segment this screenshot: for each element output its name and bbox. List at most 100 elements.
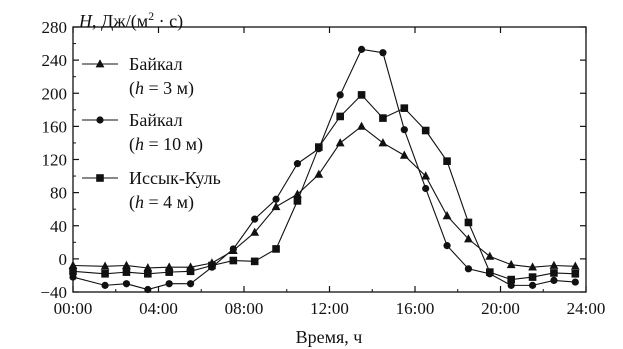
x-tick-label: 00:00 [54, 299, 93, 318]
data-point-circle [293, 160, 302, 168]
data-point-circle [122, 280, 131, 288]
x-tick-labels: 00:00 04:00 08:00 12:00 16:00 20:00 24:00 [54, 299, 606, 318]
y-axis-unit-sup: 2 [148, 9, 154, 23]
data-point-square [315, 143, 323, 151]
data-point-square [571, 269, 580, 278]
data-point-circle [272, 195, 280, 203]
data-point-circle [186, 280, 195, 288]
y-tick-label: 160 [42, 117, 68, 136]
y-tick-label: 200 [42, 84, 68, 103]
data-point-circle [96, 116, 104, 124]
data-point-square [165, 268, 173, 276]
x-tick-label: 20:00 [481, 299, 520, 318]
data-point-circle [550, 276, 558, 285]
data-point-circle [69, 273, 77, 281]
x-tick-label: 08:00 [225, 299, 264, 318]
data-point-triangle [506, 259, 516, 269]
data-point-circle [165, 280, 173, 288]
x-tick-label: 16:00 [396, 299, 435, 318]
data-point-triangle [549, 260, 559, 269]
x-axis-title: Время, ч [296, 327, 363, 347]
data-point-circle [507, 281, 515, 289]
data-point-square [336, 112, 344, 121]
data-point-circle [443, 242, 451, 250]
data-point-square [443, 157, 451, 165]
data-point-triangle [95, 59, 105, 68]
data-point-triangle [464, 234, 473, 243]
data-point-square [464, 218, 473, 227]
data-point-triangle [570, 261, 580, 270]
y-tick-label: 40 [50, 217, 67, 236]
data-point-circle [528, 281, 537, 289]
series-line [72, 125, 576, 269]
data-point-square [507, 275, 515, 284]
data-point-square [186, 267, 195, 276]
data-point-square [550, 269, 558, 277]
y-tick-label: 80 [50, 184, 67, 203]
data-point-square [379, 114, 387, 122]
data-point-circle [144, 285, 152, 294]
data-point-triangle [442, 211, 452, 220]
data-point-square [250, 257, 259, 266]
data-point-triangle [271, 201, 281, 211]
y-axis-unit: Дж/(м [101, 11, 148, 32]
data-point-circle [101, 281, 109, 289]
legend-entry-triangle: Байкал (h = 3 м) [82, 54, 194, 99]
data-point-triangle [378, 138, 388, 147]
data-point-square [96, 174, 104, 182]
legend-label: Байкал [129, 54, 183, 74]
data-point-square [122, 268, 131, 276]
legend-sublabel: (h = 4 м) [129, 192, 194, 213]
y-tick-label: 0 [59, 250, 68, 269]
data-point-triangle [250, 227, 260, 236]
legend-sublabel: (h = 3 м) [129, 78, 194, 99]
legend-sublabel: (h = 10 м) [129, 134, 203, 155]
y-tick-label: 240 [42, 51, 68, 70]
data-point-square [293, 197, 302, 205]
data-point-square [272, 245, 280, 253]
data-point-triangle [528, 262, 537, 271]
data-point-circle [571, 278, 579, 286]
x-tick-label: 04:00 [139, 299, 178, 318]
series-layer [68, 45, 580, 294]
data-point-circle [357, 45, 366, 53]
y-tick-label: 120 [42, 151, 68, 170]
data-point-square [101, 269, 109, 278]
legend-entry-square: Иссык-Куль (h = 4 м) [82, 168, 221, 213]
y-axis-unit-rest: · с) [154, 11, 183, 32]
series-square [69, 91, 580, 284]
data-point-triangle [122, 260, 131, 269]
y-tick-labels: −40 0 40 80 120 160 200 240 280 [40, 18, 67, 302]
y-axis-var: H [78, 11, 93, 31]
data-point-circle [336, 91, 344, 99]
data-point-circle [464, 265, 473, 273]
x-tick-label: 24:00 [567, 299, 606, 318]
data-point-square [144, 269, 152, 278]
data-point-square [357, 91, 366, 99]
data-point-triangle [421, 171, 431, 180]
data-point-circle [422, 184, 430, 193]
data-point-triangle [100, 261, 110, 270]
data-point-triangle [357, 121, 366, 130]
data-point-triangle [314, 169, 324, 178]
data-point-square [421, 126, 430, 135]
data-point-circle [251, 215, 259, 223]
data-point-triangle [335, 138, 345, 147]
legend-label: Иссык-Куль [129, 168, 221, 188]
data-point-square [486, 268, 494, 276]
data-point-circle [400, 126, 408, 134]
legend-entry-circle: Байкал (h = 10 м) [82, 110, 203, 155]
data-point-triangle [68, 260, 78, 269]
x-tick-label: 12:00 [310, 299, 349, 318]
data-point-square [528, 273, 537, 281]
data-point-triangle [399, 150, 409, 159]
data-point-square [69, 267, 77, 276]
legend: Байкал (h = 3 м) Байкал (h = 10 м) Иссык-Кул… [82, 54, 221, 213]
y-tick-label: 280 [42, 18, 68, 37]
data-point-square [208, 261, 216, 270]
data-point-triangle [485, 251, 495, 260]
plot-frame [72, 26, 587, 293]
data-point-circle [229, 245, 237, 253]
y-tick-label: −40 [40, 283, 67, 302]
